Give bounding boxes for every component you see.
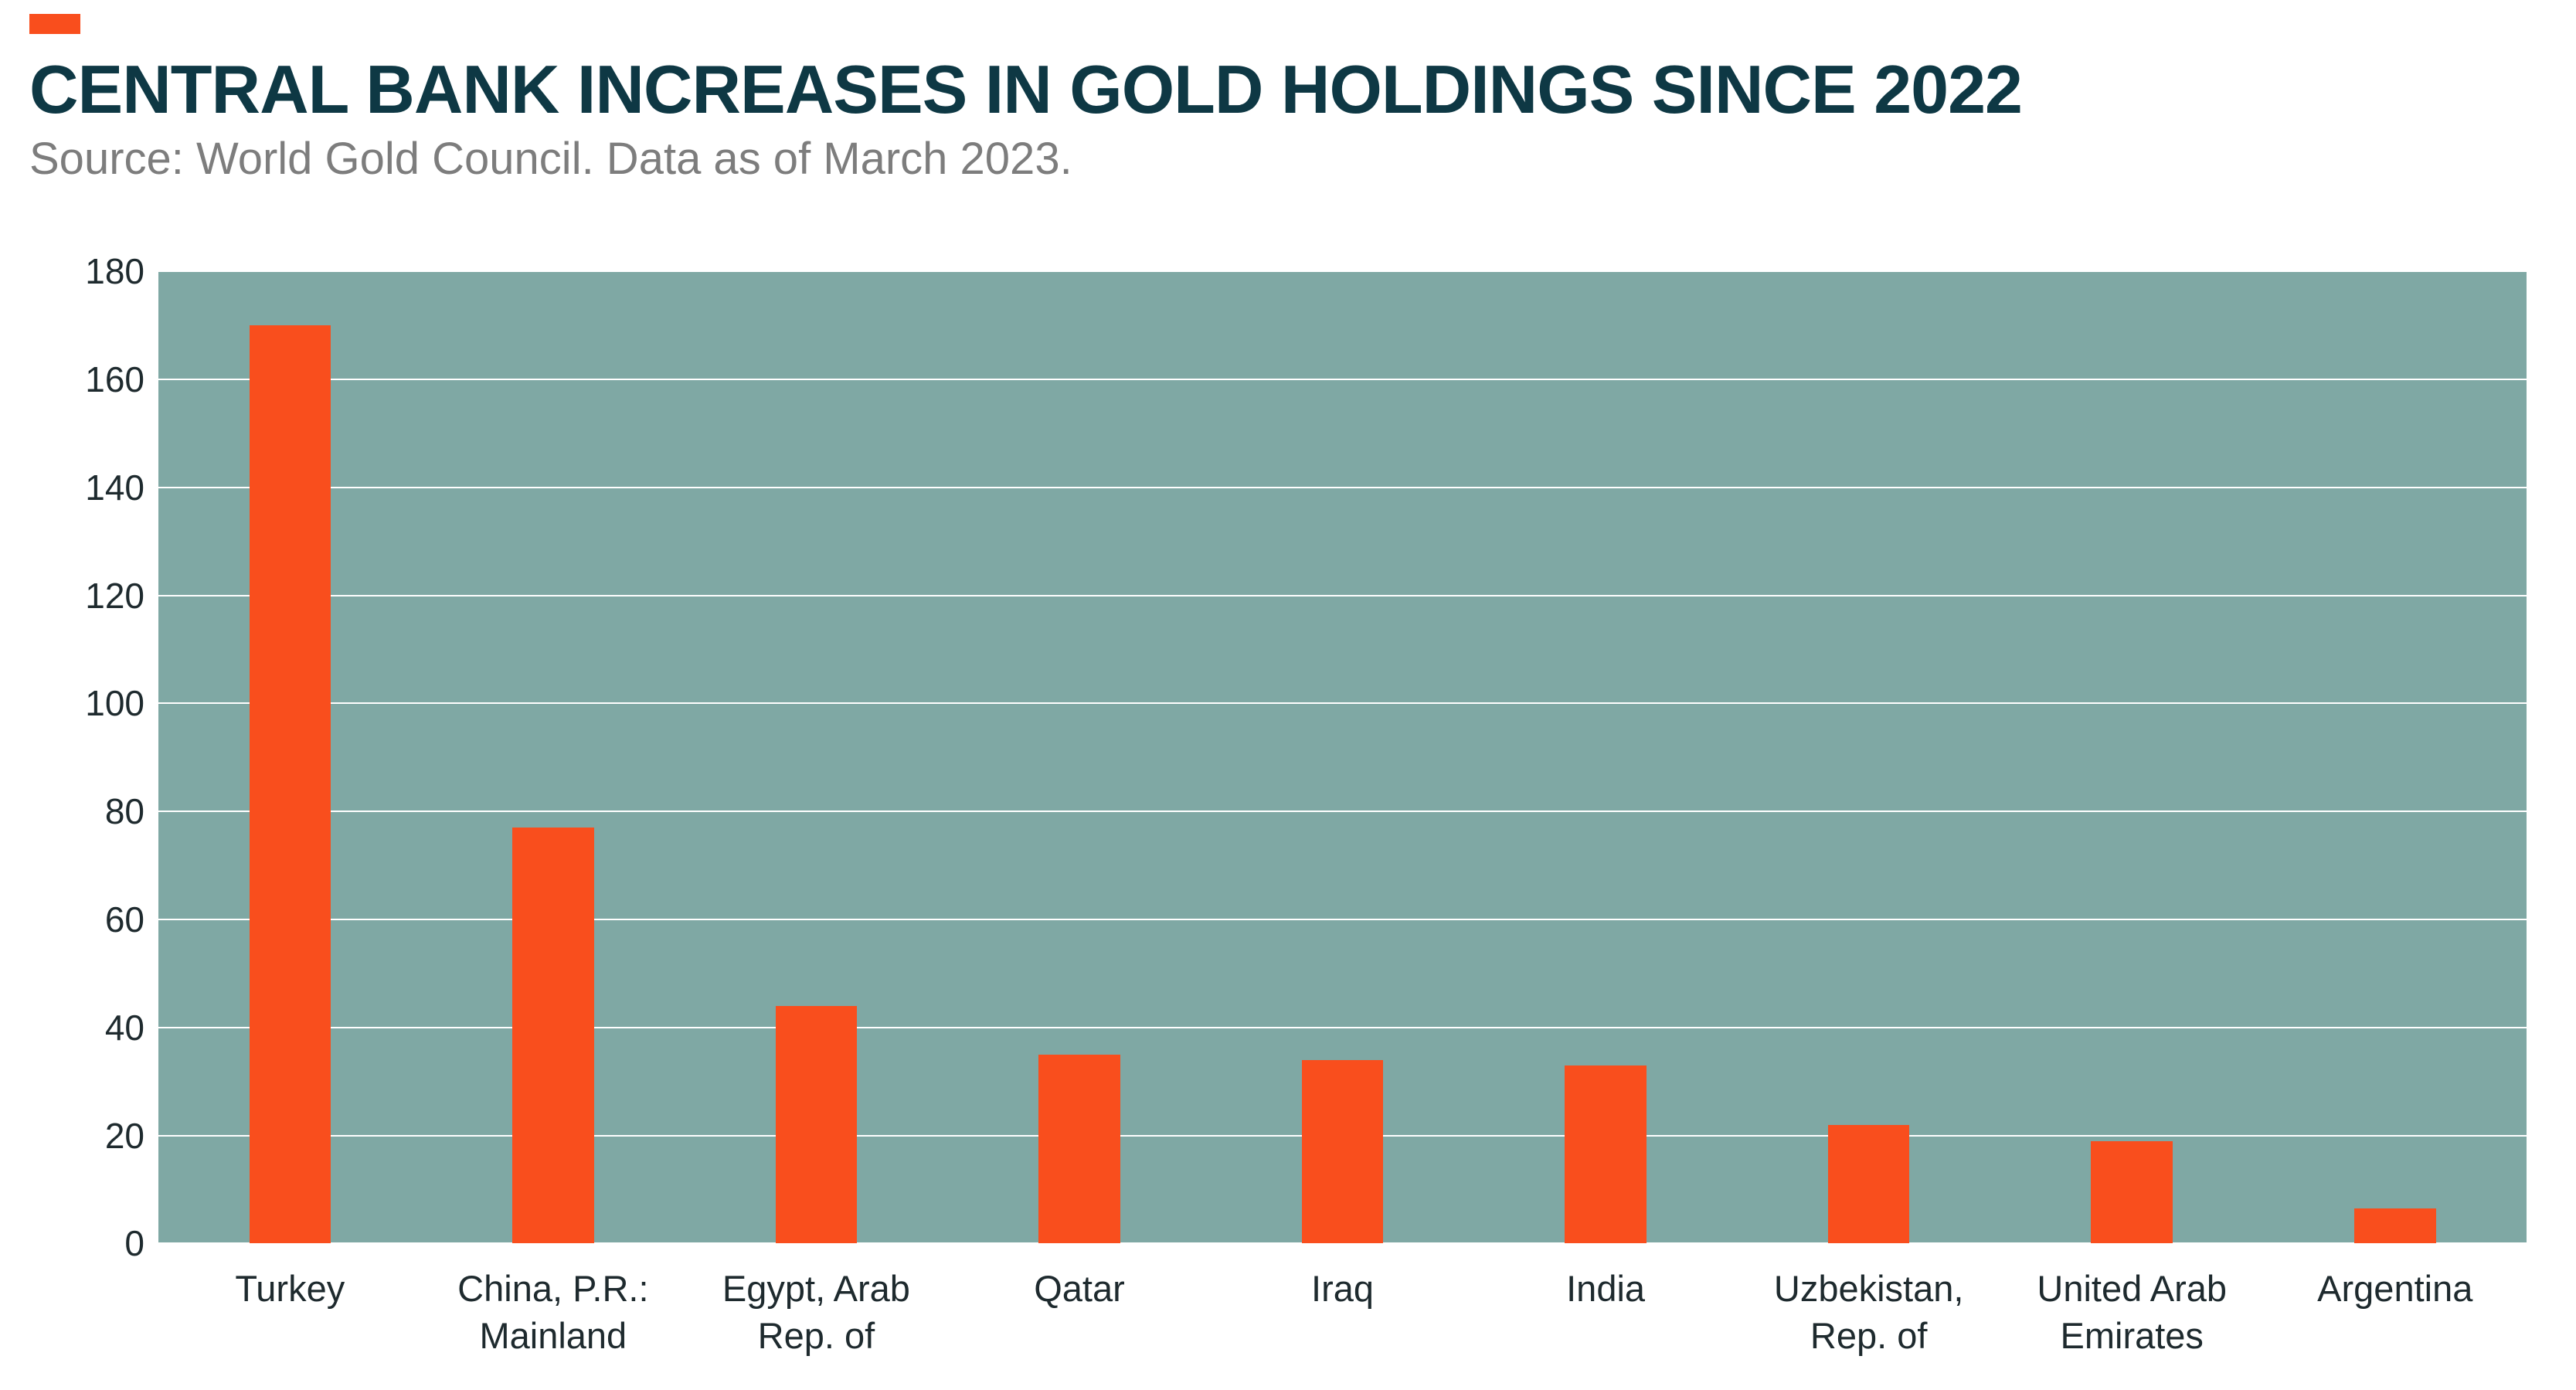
accent-bar <box>29 14 80 34</box>
gridline <box>158 702 2527 705</box>
y-tick-label: 120 <box>85 575 144 616</box>
chart-title: CENTRAL BANK INCREASES IN GOLD HOLDINGS … <box>29 51 2023 127</box>
y-tick-label: 140 <box>85 467 144 508</box>
y-tick-label: 100 <box>85 683 144 724</box>
x-axis-label: Turkey <box>235 1268 345 1310</box>
x-axis-label: Uzbekistan, Rep. of <box>1773 1268 1964 1357</box>
y-tick-label: 160 <box>85 359 144 400</box>
bar <box>1827 1124 1910 1244</box>
x-axis-label: Qatar <box>1034 1268 1125 1310</box>
gridline <box>158 379 2527 381</box>
bar-slot <box>422 271 685 1244</box>
bar-slot <box>1211 271 1474 1244</box>
bar <box>1565 1065 1647 1244</box>
x-axis: Turkey China, P.R.: Mainland Egypt, Arab R… <box>158 1265 2527 1359</box>
y-tick-label: 60 <box>104 899 144 940</box>
bar-chart: 0 20 40 60 80 100 120 140 160 180 Turkey China, P.… <box>29 253 2527 1359</box>
bar <box>1038 1054 1120 1244</box>
bar-slot <box>2264 271 2527 1244</box>
bar-slot <box>1737 271 2000 1244</box>
gridline <box>158 1242 2527 1245</box>
y-tick-label: 20 <box>104 1115 144 1156</box>
bar-slot <box>948 271 1212 1244</box>
x-axis-label: Argentina <box>2317 1268 2473 1310</box>
x-axis-label: United Arab Emirates <box>2037 1268 2228 1357</box>
bar <box>775 1005 858 1244</box>
y-axis: 0 20 40 60 80 100 120 140 160 180 <box>29 253 158 1261</box>
plot-area <box>158 270 2527 1245</box>
bar-slot <box>2000 271 2264 1244</box>
bars-container <box>158 271 2527 1244</box>
gridline <box>158 486 2527 488</box>
bar <box>1301 1059 1384 1244</box>
gridline <box>158 594 2527 596</box>
gridline <box>158 1026 2527 1028</box>
chart-source: Source: World Gold Council. Data as of M… <box>29 134 1072 185</box>
bar <box>512 828 594 1244</box>
bar-slot <box>1474 271 1738 1244</box>
gridline <box>158 811 2527 813</box>
x-axis-label: Egypt, Arab Rep. of <box>722 1268 910 1357</box>
plot-column: Turkey China, P.R.: Mainland Egypt, Arab R… <box>158 270 2527 1359</box>
y-tick-label: 40 <box>104 1007 144 1048</box>
x-axis-label: India <box>1566 1268 1646 1310</box>
x-axis-label: China, P.R.: Mainland <box>457 1268 649 1357</box>
gridline <box>158 919 2527 921</box>
bar <box>2354 1208 2436 1244</box>
x-axis-label: Iraq <box>1311 1268 1375 1310</box>
bar-slot <box>158 271 422 1244</box>
y-tick-label: 0 <box>124 1223 144 1264</box>
bar-slot <box>685 271 948 1244</box>
y-tick-label: 180 <box>85 251 144 292</box>
y-tick-label: 80 <box>104 791 144 832</box>
bar <box>2091 1140 2173 1244</box>
gridline <box>158 270 2527 273</box>
bar <box>249 325 331 1244</box>
